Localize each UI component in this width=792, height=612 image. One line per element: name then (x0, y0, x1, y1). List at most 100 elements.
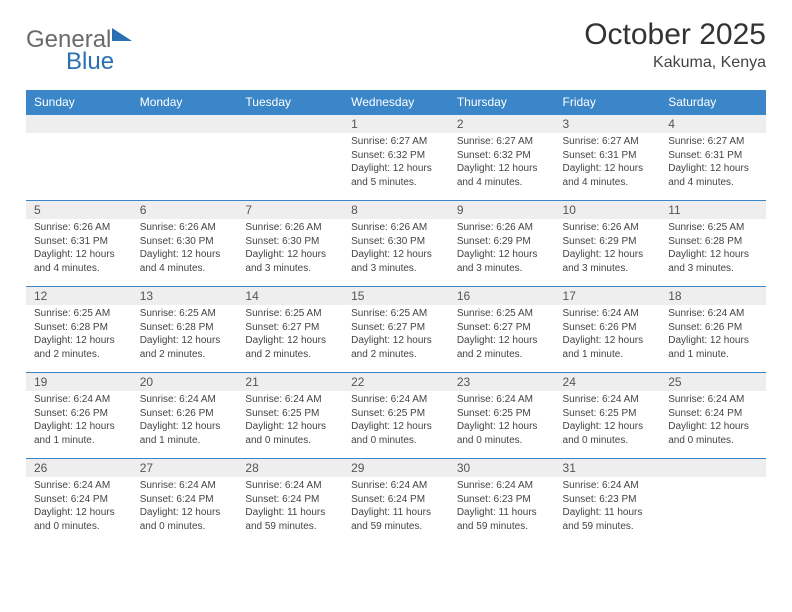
calendar-day-cell: 10Sunrise: 6:26 AMSunset: 6:29 PMDayligh… (555, 200, 661, 286)
day-number: 1 (343, 114, 449, 133)
day-details: Sunrise: 6:25 AMSunset: 6:27 PMDaylight:… (343, 305, 449, 365)
sunset-text: Sunset: 6:32 PM (457, 149, 547, 163)
calendar-day-cell: 16Sunrise: 6:25 AMSunset: 6:27 PMDayligh… (449, 286, 555, 372)
calendar-day-cell: 3Sunrise: 6:27 AMSunset: 6:31 PMDaylight… (555, 114, 661, 200)
triangle-icon (112, 28, 132, 41)
weekday-header: Wednesday (343, 90, 449, 114)
day-number: 29 (343, 458, 449, 477)
day-number: 6 (132, 200, 238, 219)
daylight-text: Daylight: 12 hours (457, 334, 547, 348)
day-number (237, 114, 343, 133)
daylight-text: Daylight: 12 hours (351, 420, 441, 434)
calendar-day-cell: 21Sunrise: 6:24 AMSunset: 6:25 PMDayligh… (237, 372, 343, 458)
day-number: 23 (449, 372, 555, 391)
day-number: 18 (660, 286, 766, 305)
sunset-text: Sunset: 6:32 PM (351, 149, 441, 163)
daylight-text-2: and 1 minute. (668, 348, 758, 362)
sunrise-text: Sunrise: 6:24 AM (140, 393, 230, 407)
sunrise-text: Sunrise: 6:26 AM (563, 221, 653, 235)
sunset-text: Sunset: 6:25 PM (563, 407, 653, 421)
sunset-text: Sunset: 6:26 PM (668, 321, 758, 335)
daylight-text: Daylight: 12 hours (351, 248, 441, 262)
calendar-week-row: 5Sunrise: 6:26 AMSunset: 6:31 PMDaylight… (26, 200, 766, 286)
sunrise-text: Sunrise: 6:24 AM (351, 479, 441, 493)
daylight-text: Daylight: 11 hours (245, 506, 335, 520)
daylight-text-2: and 0 minutes. (34, 520, 124, 534)
sunset-text: Sunset: 6:26 PM (140, 407, 230, 421)
sunrise-text: Sunrise: 6:24 AM (140, 479, 230, 493)
daylight-text-2: and 3 minutes. (245, 262, 335, 276)
day-details: Sunrise: 6:26 AMSunset: 6:30 PMDaylight:… (132, 219, 238, 279)
day-number (132, 114, 238, 133)
sunrise-text: Sunrise: 6:27 AM (563, 135, 653, 149)
daylight-text-2: and 5 minutes. (351, 176, 441, 190)
sunset-text: Sunset: 6:28 PM (34, 321, 124, 335)
day-details: Sunrise: 6:25 AMSunset: 6:28 PMDaylight:… (26, 305, 132, 365)
daylight-text: Daylight: 12 hours (245, 420, 335, 434)
day-details: Sunrise: 6:24 AMSunset: 6:25 PMDaylight:… (237, 391, 343, 451)
daylight-text-2: and 4 minutes. (668, 176, 758, 190)
sunset-text: Sunset: 6:25 PM (351, 407, 441, 421)
day-number: 27 (132, 458, 238, 477)
sunrise-text: Sunrise: 6:24 AM (563, 479, 653, 493)
sunrise-text: Sunrise: 6:24 AM (34, 479, 124, 493)
calendar-day-cell (660, 458, 766, 544)
calendar-day-cell: 28Sunrise: 6:24 AMSunset: 6:24 PMDayligh… (237, 458, 343, 544)
day-number: 17 (555, 286, 661, 305)
day-details: Sunrise: 6:24 AMSunset: 6:23 PMDaylight:… (555, 477, 661, 537)
sunset-text: Sunset: 6:30 PM (245, 235, 335, 249)
day-details: Sunrise: 6:26 AMSunset: 6:31 PMDaylight:… (26, 219, 132, 279)
daylight-text: Daylight: 12 hours (457, 162, 547, 176)
daylight-text-2: and 0 minutes. (351, 434, 441, 448)
calendar-day-cell: 14Sunrise: 6:25 AMSunset: 6:27 PMDayligh… (237, 286, 343, 372)
calendar-day-cell: 13Sunrise: 6:25 AMSunset: 6:28 PMDayligh… (132, 286, 238, 372)
day-number: 10 (555, 200, 661, 219)
day-details: Sunrise: 6:24 AMSunset: 6:25 PMDaylight:… (555, 391, 661, 451)
daylight-text: Daylight: 12 hours (245, 248, 335, 262)
day-details: Sunrise: 6:24 AMSunset: 6:25 PMDaylight:… (343, 391, 449, 451)
day-details: Sunrise: 6:25 AMSunset: 6:28 PMDaylight:… (660, 219, 766, 279)
daylight-text: Daylight: 12 hours (34, 334, 124, 348)
daylight-text-2: and 59 minutes. (245, 520, 335, 534)
daylight-text: Daylight: 11 hours (563, 506, 653, 520)
sunset-text: Sunset: 6:24 PM (351, 493, 441, 507)
sunrise-text: Sunrise: 6:27 AM (457, 135, 547, 149)
daylight-text-2: and 2 minutes. (351, 348, 441, 362)
calendar-day-cell: 5Sunrise: 6:26 AMSunset: 6:31 PMDaylight… (26, 200, 132, 286)
daylight-text: Daylight: 12 hours (563, 162, 653, 176)
sunrise-text: Sunrise: 6:27 AM (351, 135, 441, 149)
calendar-day-cell: 23Sunrise: 6:24 AMSunset: 6:25 PMDayligh… (449, 372, 555, 458)
day-number: 14 (237, 286, 343, 305)
calendar-week-row: 26Sunrise: 6:24 AMSunset: 6:24 PMDayligh… (26, 458, 766, 544)
sunset-text: Sunset: 6:24 PM (34, 493, 124, 507)
sunrise-text: Sunrise: 6:25 AM (457, 307, 547, 321)
day-number: 16 (449, 286, 555, 305)
calendar-day-cell: 1Sunrise: 6:27 AMSunset: 6:32 PMDaylight… (343, 114, 449, 200)
sunset-text: Sunset: 6:27 PM (351, 321, 441, 335)
day-number: 5 (26, 200, 132, 219)
sunset-text: Sunset: 6:31 PM (668, 149, 758, 163)
day-number (26, 114, 132, 133)
calendar-week-row: 1Sunrise: 6:27 AMSunset: 6:32 PMDaylight… (26, 114, 766, 200)
weekday-header-row: SundayMondayTuesdayWednesdayThursdayFrid… (26, 90, 766, 114)
daylight-text: Daylight: 11 hours (457, 506, 547, 520)
sunset-text: Sunset: 6:26 PM (563, 321, 653, 335)
sunrise-text: Sunrise: 6:25 AM (34, 307, 124, 321)
day-details: Sunrise: 6:24 AMSunset: 6:23 PMDaylight:… (449, 477, 555, 537)
day-details: Sunrise: 6:24 AMSunset: 6:26 PMDaylight:… (660, 305, 766, 365)
sunrise-text: Sunrise: 6:25 AM (351, 307, 441, 321)
day-details: Sunrise: 6:27 AMSunset: 6:32 PMDaylight:… (449, 133, 555, 193)
weekday-header: Friday (555, 90, 661, 114)
calendar-day-cell: 12Sunrise: 6:25 AMSunset: 6:28 PMDayligh… (26, 286, 132, 372)
day-number: 9 (449, 200, 555, 219)
month-title: October 2025 (584, 18, 766, 52)
daylight-text: Daylight: 12 hours (563, 334, 653, 348)
day-details: Sunrise: 6:24 AMSunset: 6:24 PMDaylight:… (343, 477, 449, 537)
daylight-text-2: and 4 minutes. (34, 262, 124, 276)
daylight-text-2: and 3 minutes. (457, 262, 547, 276)
day-details: Sunrise: 6:24 AMSunset: 6:26 PMDaylight:… (26, 391, 132, 451)
calendar-table: SundayMondayTuesdayWednesdayThursdayFrid… (26, 90, 766, 544)
daylight-text: Daylight: 12 hours (668, 334, 758, 348)
header: GeneralBlue October 2025 Kakuma, Kenya (26, 18, 766, 76)
calendar-day-cell: 22Sunrise: 6:24 AMSunset: 6:25 PMDayligh… (343, 372, 449, 458)
